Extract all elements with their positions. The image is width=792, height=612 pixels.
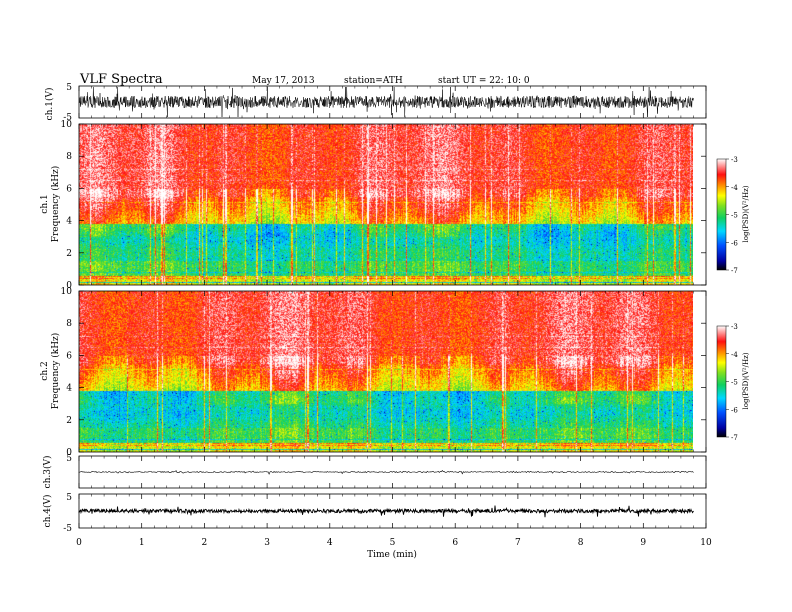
station-label: station=ATH <box>344 76 403 86</box>
figure-title: VLF Spectra <box>79 72 163 87</box>
waveform-path <box>79 471 694 475</box>
time-tick-label: 7 <box>515 538 521 548</box>
date-label: May 17, 2013 <box>252 76 315 86</box>
ch1-waveform-trace <box>79 87 694 117</box>
time-tick-label: 10 <box>700 538 712 548</box>
ch2-colorbar-ticks: -3 -4 -5 -6 -7 <box>726 323 738 442</box>
freq-tick-label: 6 <box>66 184 72 194</box>
ch1-spec-ylabel: Frequency (kHz) <box>50 166 61 243</box>
ch1-spec-channel-label: ch.1 <box>40 194 50 213</box>
freq-tick-label: 6 <box>66 351 72 361</box>
freq-tick-label: 10 <box>61 120 73 130</box>
ch4-waveform-trace <box>79 506 694 518</box>
ch1-spectrogram-heatmap <box>79 124 693 285</box>
time-axis-label: Time (min) <box>367 549 417 560</box>
start-time-label: start UT = 22: 10: 0 <box>438 76 530 86</box>
waveform-path <box>79 87 694 117</box>
ch3-wave-ytick-top: 5 <box>66 454 72 464</box>
colorbar-tick-label: -6 <box>731 406 738 414</box>
ch2-spectrogram-heatmap <box>79 291 693 452</box>
waveform-path <box>79 506 694 518</box>
freq-tick-label: 4 <box>66 384 72 394</box>
time-tick-label: 1 <box>139 538 145 548</box>
colorbar-tick-label: -5 <box>731 379 738 387</box>
time-tick-label: 9 <box>640 538 646 548</box>
time-tick-label: 4 <box>327 538 333 548</box>
ch4-wave-ylabel: ch.4(V) <box>42 495 53 528</box>
colorbar-tick-label: -4 <box>731 351 738 359</box>
ch3-waveform-trace <box>79 471 694 475</box>
freq-tick-label: 4 <box>66 217 72 227</box>
time-tick-label: 6 <box>452 538 458 548</box>
ch3-wave-ylabel: ch.3(V) <box>42 456 53 489</box>
colorbar-tick-label: -7 <box>731 267 738 275</box>
ch1-wave-ytick-top: 5 <box>66 83 72 93</box>
ch1-waveform-panel: 5 -5 ch.1(V) <box>44 83 706 123</box>
ch1-colorbar <box>717 159 726 270</box>
time-tick-label: 5 <box>390 538 396 548</box>
ch4-waveform-panel: 5 -5 ch.4(V) 0 1 2 3 4 5 6 7 8 9 10 Time (min) <box>42 493 712 560</box>
colorbar-tick-label: -3 <box>731 323 738 331</box>
spectrogram-raster <box>79 124 693 285</box>
ch2-colorbar-label: log(PSD)(V²/Hz) <box>742 352 750 409</box>
ch1-colorbar-label: log(PSD)(V²/Hz) <box>742 185 750 242</box>
ch4-wave-ytick-bottom: -5 <box>63 524 72 534</box>
time-tick-label: 8 <box>578 538 584 548</box>
colorbar-tick-label: -5 <box>731 212 738 220</box>
freq-tick-label: 8 <box>66 152 72 162</box>
ch2-spec-ylabel: Frequency (kHz) <box>50 333 61 410</box>
ch4-wave-ytick-top: 5 <box>66 493 72 503</box>
colorbar-tick-label: -3 <box>731 156 738 164</box>
spectrogram-raster <box>79 291 693 452</box>
freq-tick-label: 2 <box>66 249 72 259</box>
colorbar-tick-label: -7 <box>731 434 738 442</box>
freq-tick-label: 8 <box>66 319 72 329</box>
ch3-waveform-panel: 5 ch.3(V) <box>42 454 706 488</box>
time-tick-label: 0 <box>76 538 82 548</box>
time-tick-label: 3 <box>264 538 270 548</box>
ch2-spec-channel-label: ch.2 <box>40 361 50 380</box>
freq-tick-label: 2 <box>66 416 72 426</box>
ch1-colorbar-ticks: -3 -4 -5 -6 -7 <box>726 156 738 275</box>
freq-tick-label: 10 <box>61 287 73 297</box>
time-tick-label: 2 <box>202 538 208 548</box>
ch2-colorbar <box>717 326 726 437</box>
colorbar-tick-label: -6 <box>731 239 738 247</box>
ch1-wave-ylabel: ch.1(V) <box>44 88 55 121</box>
time-axis-tick-labels: 0 1 2 3 4 5 6 7 8 9 10 <box>76 538 712 548</box>
colorbar-tick-label: -4 <box>731 184 738 192</box>
